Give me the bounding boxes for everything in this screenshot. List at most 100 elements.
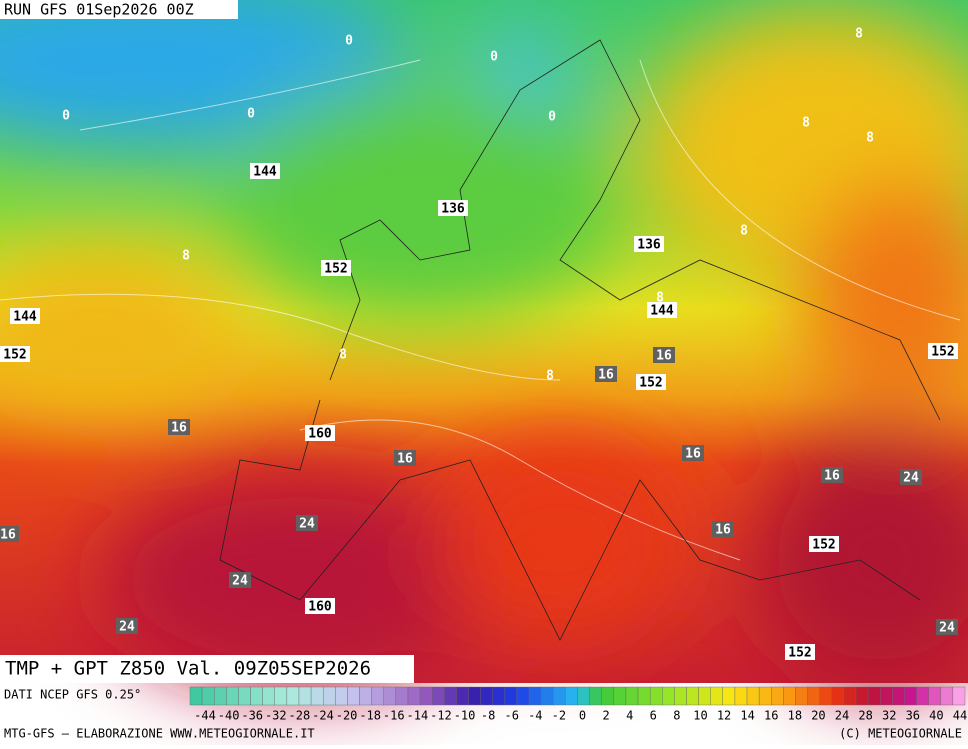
gpt-label: 152 — [788, 646, 811, 661]
temp-label: 0 — [548, 110, 556, 125]
temp-label-box — [296, 515, 318, 531]
color-swatch — [359, 686, 372, 706]
color-bar-label: -16 — [383, 709, 405, 723]
gpt-label: 152 — [931, 345, 954, 360]
temp-label: 16 — [171, 421, 187, 436]
gpt-label: 152 — [324, 262, 347, 277]
gpt-label: 160 — [308, 600, 332, 615]
temp-label: 8 — [546, 369, 554, 384]
color-swatch — [540, 686, 554, 706]
color-swatch — [431, 686, 445, 706]
color-swatch — [867, 686, 881, 706]
color-swatch — [565, 686, 578, 706]
color-swatch — [662, 686, 675, 706]
color-bar-label: 28 — [858, 709, 872, 723]
gpt-label: 152 — [812, 538, 835, 553]
temp-label: 24 — [903, 471, 919, 486]
color-swatch — [347, 686, 360, 706]
gpt-label-box — [305, 598, 335, 614]
color-swatch — [649, 686, 663, 706]
color-swatch — [189, 686, 203, 706]
gpt-label-box — [321, 260, 351, 276]
color-bar-label: 32 — [882, 709, 896, 723]
color-bar-label: -44 — [194, 709, 216, 723]
color-swatch — [516, 686, 530, 706]
color-swatch — [831, 686, 845, 706]
temp-label: 16 — [685, 447, 701, 462]
color-bar-label: 40 — [929, 709, 943, 723]
footer-left: MTG-GFS – ELABORAZIONE WWW.METEOGIORNALE… — [4, 727, 315, 741]
gpt-label-box — [809, 536, 839, 552]
color-swatch — [323, 686, 336, 706]
title-box — [0, 655, 414, 683]
color-swatch — [710, 686, 724, 706]
temp-label-box — [900, 469, 922, 485]
color-swatch — [589, 686, 602, 706]
gpt-label: 144 — [253, 165, 277, 180]
color-bar-label: 10 — [693, 709, 707, 723]
source-label: DATI NCEP GFS 0.25° — [4, 688, 141, 702]
color-bar-label: 20 — [811, 709, 825, 723]
gpt-label-box — [305, 425, 335, 441]
color-swatch — [577, 686, 590, 706]
run-box — [0, 0, 238, 19]
color-swatch — [940, 686, 954, 706]
color-swatch — [298, 686, 312, 706]
color-bar-label: -10 — [454, 709, 476, 723]
temp-label: 0 — [490, 50, 498, 65]
color-swatch — [637, 686, 651, 706]
color-bar: -44 -40 -36 -32 -28 -24 -20 -18 -16 -14 -12 -10 -8 -6… — [189, 686, 967, 723]
temp-label: 8 — [656, 291, 664, 306]
color-swatch — [238, 686, 251, 706]
gpt-label-box — [0, 346, 30, 362]
color-swatch — [904, 686, 917, 706]
color-swatch — [855, 686, 869, 706]
color-bar-label: 6 — [650, 709, 657, 723]
color-bar-label: -18 — [359, 709, 381, 723]
temp-label: 8 — [802, 116, 810, 131]
temp-label: 16 — [824, 469, 840, 484]
color-swatch — [952, 686, 966, 706]
color-swatch — [504, 686, 518, 706]
temp-label: 16 — [0, 528, 16, 543]
temp-label: 0 — [62, 109, 70, 124]
color-swatch — [201, 686, 215, 706]
temp-label-box — [116, 618, 138, 634]
temp-label: 16 — [598, 368, 614, 383]
temp-label: 8 — [182, 249, 190, 264]
color-swatch — [771, 686, 784, 706]
temp-label-box — [821, 467, 843, 483]
color-bar-label: 16 — [764, 709, 778, 723]
temp-label-box — [936, 619, 958, 635]
color-swatch — [395, 686, 409, 706]
gpt-label-box — [10, 308, 40, 324]
color-bar-label: -14 — [407, 709, 429, 723]
color-swatch — [371, 686, 384, 706]
color-bar-label: 12 — [717, 709, 731, 723]
color-swatch — [226, 686, 239, 706]
color-bar-label: -6 — [504, 709, 518, 723]
color-swatch — [698, 686, 711, 706]
coastlines — [219, 39, 941, 641]
color-bar-label: -40 — [218, 709, 240, 723]
color-swatch — [383, 686, 397, 706]
color-swatch — [916, 686, 929, 706]
color-swatch — [722, 686, 736, 706]
gpt-label: 160 — [308, 427, 332, 442]
color-swatch — [419, 686, 433, 706]
map-title: TMP + GPT Z850 Val. 09Z05SEP2026 — [5, 658, 371, 680]
temperature-field — [0, 0, 968, 690]
color-bar-label: 24 — [835, 709, 849, 723]
temp-label: 0 — [247, 107, 255, 122]
temp-label-box — [168, 419, 190, 435]
gpt-label: 144 — [650, 304, 674, 319]
color-bar-label: -2 — [552, 709, 566, 723]
gpt-label-box — [634, 236, 664, 252]
color-swatch — [819, 686, 832, 706]
color-bar-label: -36 — [241, 709, 263, 723]
color-bar-label: 2 — [602, 709, 609, 723]
temp-label-box — [653, 347, 675, 363]
temp-label: 24 — [119, 620, 135, 635]
